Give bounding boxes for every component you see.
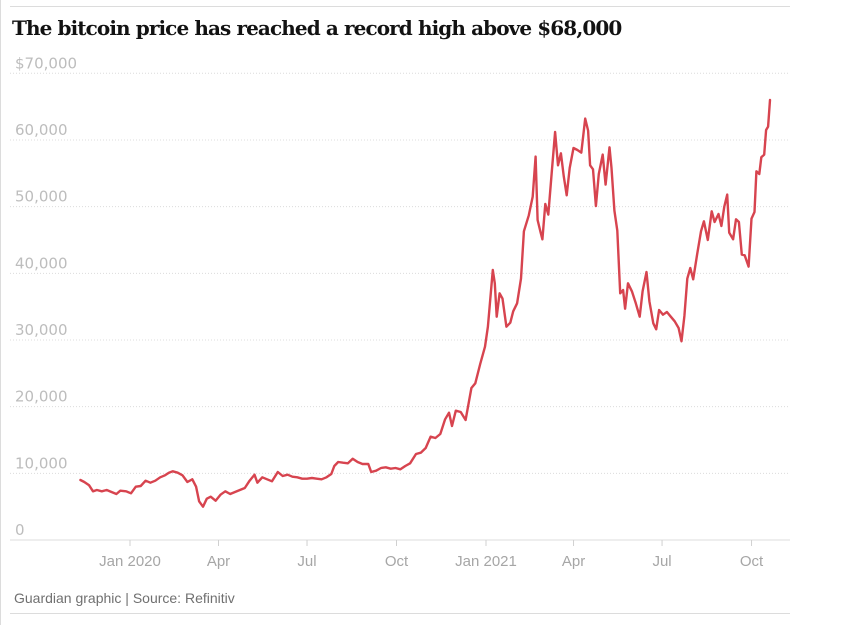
y-tick-label: 50,000 [15, 188, 68, 206]
x-tick-label: Apr [207, 553, 230, 570]
y-axis: 0 10,000 20,000 30,000 40,000 50,000 60,000 $70… [15, 54, 77, 539]
price-line [79, 98, 772, 508]
y-tick-label: 40,000 [15, 254, 68, 272]
gridlines [10, 72, 790, 474]
bottom-divider [10, 613, 790, 614]
x-axis: Jan 2020 Apr Jul Oct Jan 2021 Apr Jul Oct [99, 540, 764, 570]
x-tick-label: Jul [652, 553, 671, 570]
y-tick-label: $70,000 [15, 54, 77, 72]
left-border [0, 0, 1, 625]
y-tick-label: 60,000 [15, 121, 68, 139]
chart-title: The bitcoin price has reached a record h… [12, 16, 622, 40]
x-tick-label: Oct [740, 553, 764, 570]
x-tick-label: Jan 2021 [455, 553, 517, 570]
x-tick-label: Jul [297, 553, 316, 570]
source-credit: Guardian graphic | Source: Refinitiv [14, 590, 235, 606]
x-tick-label: Jan 2020 [99, 553, 161, 570]
x-tick-label: Apr [562, 553, 585, 570]
y-tick-label: 10,000 [15, 454, 68, 472]
y-tick-label: 30,000 [15, 321, 68, 339]
x-tick-label: Oct [385, 553, 409, 570]
top-divider [10, 6, 790, 7]
y-tick-label: 20,000 [15, 388, 68, 406]
y-tick-label: 0 [15, 521, 25, 539]
